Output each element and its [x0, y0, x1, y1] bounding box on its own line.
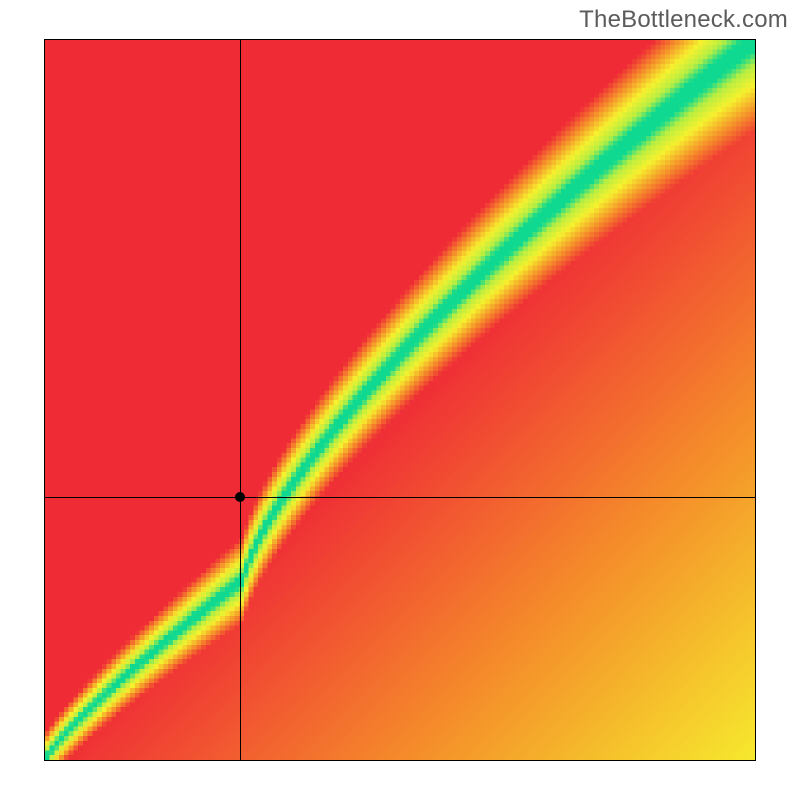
heatmap-canvas: [45, 40, 755, 760]
crosshair-horizontal: [45, 497, 755, 498]
watermark: TheBottleneck.com: [579, 6, 788, 34]
marker-dot: [235, 492, 245, 502]
crosshair-vertical: [240, 40, 241, 760]
